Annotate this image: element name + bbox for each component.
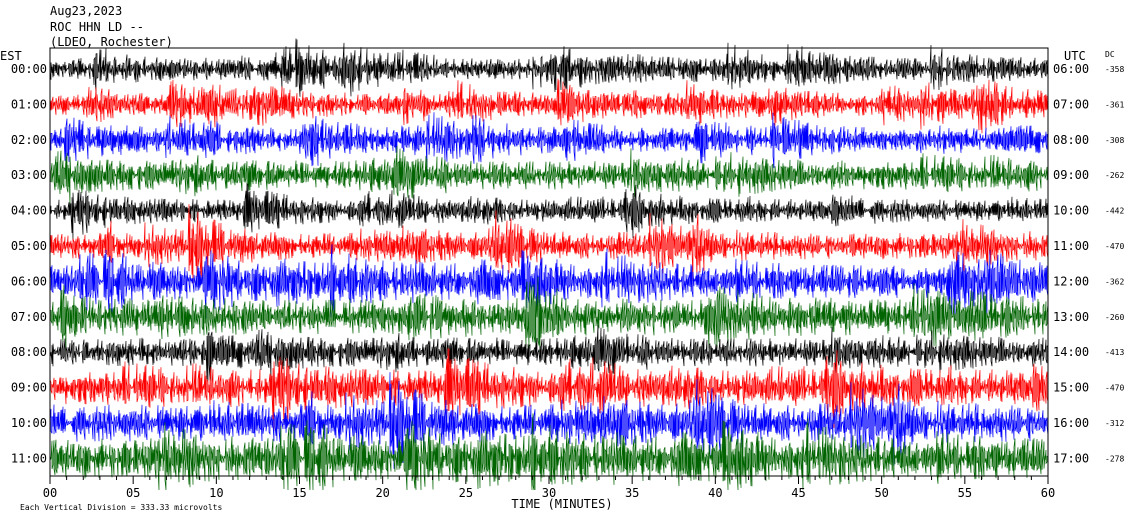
- row-label-layer: 00:00 06:00 -358 01:00 07:00 -361 02:00 08:00 -3…: [11, 62, 1125, 465]
- left-axis-label: EST: [0, 49, 22, 63]
- utc-hour-label: 16:00: [1053, 416, 1089, 430]
- dc-offset-value: -260: [1105, 313, 1124, 322]
- est-hour-label: 08:00: [11, 345, 47, 359]
- utc-hour-label: 14:00: [1053, 345, 1089, 359]
- dc-label: DC: [1105, 50, 1115, 59]
- x-tick-label: 40: [708, 486, 722, 500]
- dc-offset-value: -470: [1105, 242, 1124, 251]
- est-hour-label: 11:00: [11, 451, 47, 465]
- seismic-trace: [49, 413, 1049, 491]
- utc-hour-label: 13:00: [1053, 310, 1089, 324]
- dc-offset-value: -470: [1105, 384, 1124, 393]
- utc-hour-label: 12:00: [1053, 274, 1089, 288]
- seismic-trace: [49, 276, 1049, 354]
- seismic-trace: [49, 204, 1049, 284]
- x-tick-label: 00: [43, 486, 57, 500]
- utc-hour-label: 08:00: [1053, 133, 1089, 147]
- utc-hour-label: 10:00: [1053, 204, 1089, 218]
- est-hour-label: 09:00: [11, 381, 47, 395]
- seismic-trace: [49, 244, 1049, 319]
- tick-layer: [49, 476, 1049, 484]
- utc-hour-label: 07:00: [1053, 97, 1089, 111]
- x-tick-label: 60: [1041, 486, 1055, 500]
- x-tick-label: 25: [459, 486, 473, 500]
- x-tick-label: 45: [791, 486, 805, 500]
- utc-hour-label: 17:00: [1053, 451, 1089, 465]
- dc-offset-value: -358: [1105, 65, 1124, 74]
- utc-hour-label: 06:00: [1053, 62, 1089, 76]
- est-hour-label: 00:00: [11, 62, 47, 76]
- est-hour-label: 06:00: [11, 274, 47, 288]
- est-hour-label: 07:00: [11, 310, 47, 324]
- est-hour-label: 10:00: [11, 416, 47, 430]
- trace-layer: [49, 38, 1049, 491]
- est-hour-label: 04:00: [11, 204, 47, 218]
- dc-offset-value: -278: [1105, 454, 1124, 463]
- utc-hour-label: 11:00: [1053, 239, 1089, 253]
- x-tick-label: 30: [542, 486, 556, 500]
- x-tick-label: 35: [625, 486, 639, 500]
- x-tick-label: 20: [375, 486, 389, 500]
- x-tick-label: 05: [126, 486, 140, 500]
- dc-offset-value: -262: [1105, 171, 1124, 180]
- x-tick-label: 55: [958, 486, 972, 500]
- seismic-trace: [49, 145, 1049, 207]
- right-axis-label: UTC: [1064, 49, 1086, 63]
- est-hour-label: 03:00: [11, 168, 47, 182]
- record-date: Aug23,2023: [50, 4, 123, 18]
- seismic-trace: [49, 348, 1049, 432]
- seismic-trace: [49, 78, 1049, 134]
- seismic-trace: [49, 372, 1049, 469]
- est-hour-label: 05:00: [11, 239, 47, 253]
- x-tick-label-layer: 00 05 10 15 20 25 30 35 40 45 50 55 60: [43, 486, 1055, 500]
- dc-offset-value: -413: [1105, 348, 1124, 357]
- x-axis-title: TIME (MINUTES): [511, 497, 612, 511]
- dc-offset-value: -362: [1105, 277, 1124, 286]
- dc-offset-value: -361: [1105, 100, 1124, 109]
- seismic-trace: [49, 38, 1049, 97]
- seismic-trace: [49, 183, 1049, 241]
- utc-hour-label: 09:00: [1053, 168, 1089, 182]
- est-hour-label: 02:00: [11, 133, 47, 147]
- station-code: ROC HHN LD --: [50, 20, 144, 34]
- network-name: (LDEO, Rochester): [50, 35, 173, 49]
- scale-note: Each Vertical Division = 333.33 microvol…: [20, 503, 222, 512]
- dc-offset-value: -442: [1105, 207, 1124, 216]
- est-hour-label: 01:00: [11, 97, 47, 111]
- x-tick-label: 15: [292, 486, 306, 500]
- x-tick-label: 50: [874, 486, 888, 500]
- utc-hour-label: 15:00: [1053, 381, 1089, 395]
- x-tick-label: 10: [209, 486, 223, 500]
- seismic-trace: [49, 325, 1049, 381]
- dc-offset-value: -308: [1105, 136, 1124, 145]
- seismic-trace: [49, 112, 1049, 172]
- dc-offset-value: -312: [1105, 419, 1124, 428]
